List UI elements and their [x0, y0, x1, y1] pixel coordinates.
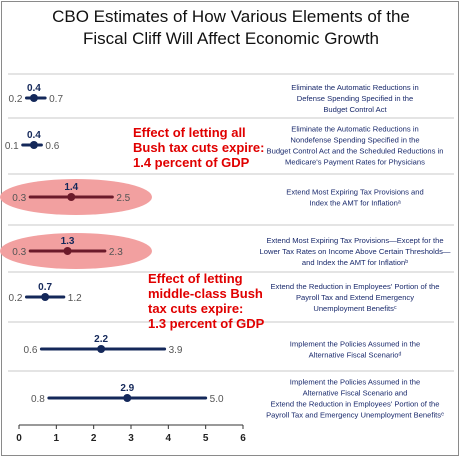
item-label-line: Defense Spending Specified in the [297, 94, 414, 103]
item-label-line: Nondefense Spending Specified in the [290, 136, 419, 145]
range-midpoint [63, 247, 72, 255]
range-item: 2.2 0.6 3.9 Implement the Policies Assumed … [23, 334, 420, 360]
range-midpoint [41, 293, 50, 301]
item-label-line: Index the AMT for Inflationᵃ [309, 199, 401, 208]
mid-value-label: 0.7 [38, 282, 52, 293]
x-tick-label: 6 [240, 433, 246, 444]
mid-value-label: 1.4 [64, 182, 78, 193]
item-label-line: Extend the Reduction in Employees' Porti… [270, 282, 439, 291]
range-midpoint [29, 94, 38, 102]
chart-title: CBO Estimates of How Various Elements of… [0, 6, 462, 50]
annotation-text-line: Effect of letting all [133, 125, 246, 140]
range-midpoint [67, 193, 76, 201]
x-tick-label: 0 [16, 433, 22, 444]
high-value-label: 5.0 [210, 394, 224, 405]
high-value-label: 0.7 [49, 94, 63, 105]
x-tick-label: 5 [203, 433, 209, 444]
high-value-label: 0.6 [45, 141, 59, 152]
item-label-line: Medicare's Payment Rates for Physicians [285, 158, 425, 167]
range-midpoint [97, 345, 106, 353]
high-value-label: 3.9 [169, 345, 183, 356]
chart-title-line-2: Fiscal Cliff Will Affect Economic Growth [82, 29, 379, 48]
x-tick-label: 4 [166, 433, 172, 444]
item-label-line: Eliminate the Automatic Reductions in [291, 83, 418, 92]
item-label-line: Implement the Policies Assumed in the [290, 378, 420, 387]
item-label-line: Extend Most Expiring Tax Provisions—Exce… [266, 236, 443, 245]
x-tick-label: 2 [91, 433, 97, 444]
range-item: 1.4 0.3 2.5 Extend Most Expiring Tax Provis… [0, 179, 424, 215]
mid-value-label: 1.3 [61, 236, 75, 247]
low-value-label: 0.2 [9, 293, 23, 304]
range-midpoint [123, 394, 132, 402]
range-item: 1.3 0.3 2.3 Extend Most Expiring Tax Provis… [0, 233, 451, 269]
item-label-line: Unemployment Benefitsᶜ [313, 304, 397, 313]
high-value-label: 1.2 [68, 293, 82, 304]
low-value-label: 0.6 [23, 345, 37, 356]
low-value-label: 0.3 [12, 247, 26, 258]
low-value-label: 0.8 [31, 394, 45, 405]
annotation-text-line: Effect of letting [148, 271, 243, 286]
x-tick-label: 1 [54, 433, 60, 444]
range-item: 2.9 0.8 5.0 Implement the Policies Assumed … [31, 378, 444, 420]
mid-value-label: 0.4 [27, 130, 41, 141]
low-value-label: 0.1 [5, 141, 19, 152]
low-value-label: 0.3 [12, 193, 26, 204]
annotation-text-line: Bush tax cuts expire: [133, 140, 265, 155]
high-value-label: 2.5 [116, 193, 130, 204]
item-label-line: Extend Most Expiring Tax Provisions and [286, 188, 423, 197]
low-value-label: 0.2 [9, 94, 23, 105]
item-label-line: Alternative Fiscal Scenario and [303, 389, 408, 398]
item-label-line: Payroll Tax and Extend Emergency [296, 293, 414, 302]
range-item: 0.4 0.1 0.6 Eliminate the Automatic Reducti… [5, 125, 444, 167]
item-label-line: Implement the Policies Assumed in the [290, 340, 420, 349]
annotation-text-line: 1.4 percent of GDP [133, 155, 250, 170]
chart-title-line-1: CBO Estimates of How Various Elements of… [52, 7, 410, 26]
item-label-line: and Index the AMT for Inflationᵇ [302, 258, 408, 267]
range-item: 0.4 0.2 0.7 Eliminate the Automatic Reducti… [9, 83, 419, 114]
item-label-line: Extend the Reduction in Employees' Porti… [270, 400, 439, 409]
high-value-label: 2.3 [109, 247, 123, 258]
item-label-line: Budget Control Act [323, 105, 387, 114]
item-label-line: Eliminate the Automatic Reductions in [291, 125, 418, 134]
mid-value-label: 0.4 [27, 83, 41, 94]
item-label-line: Alternative Fiscal Scenarioᵈ [309, 351, 402, 360]
annotation-text-line: tax cuts expire: [148, 301, 243, 316]
mid-value-label: 2.9 [120, 383, 134, 394]
mid-value-label: 2.2 [94, 334, 108, 345]
item-label-line: Lower Tax Rates on Income Above Certain … [260, 247, 451, 256]
annotation-text-line: middle-class Bush [148, 286, 263, 301]
x-tick-label: 3 [128, 433, 134, 444]
annotation-text-line: 1.3 percent of GDP [148, 316, 265, 331]
item-label-line: Payroll Tax and Emergency Unemployment B… [266, 411, 444, 420]
range-item: 0.7 0.2 1.2 Extend the Reduction in Employe… [9, 282, 440, 313]
range-midpoint [29, 141, 38, 149]
item-label-line: Budget Control Act and the Scheduled Red… [267, 147, 444, 156]
